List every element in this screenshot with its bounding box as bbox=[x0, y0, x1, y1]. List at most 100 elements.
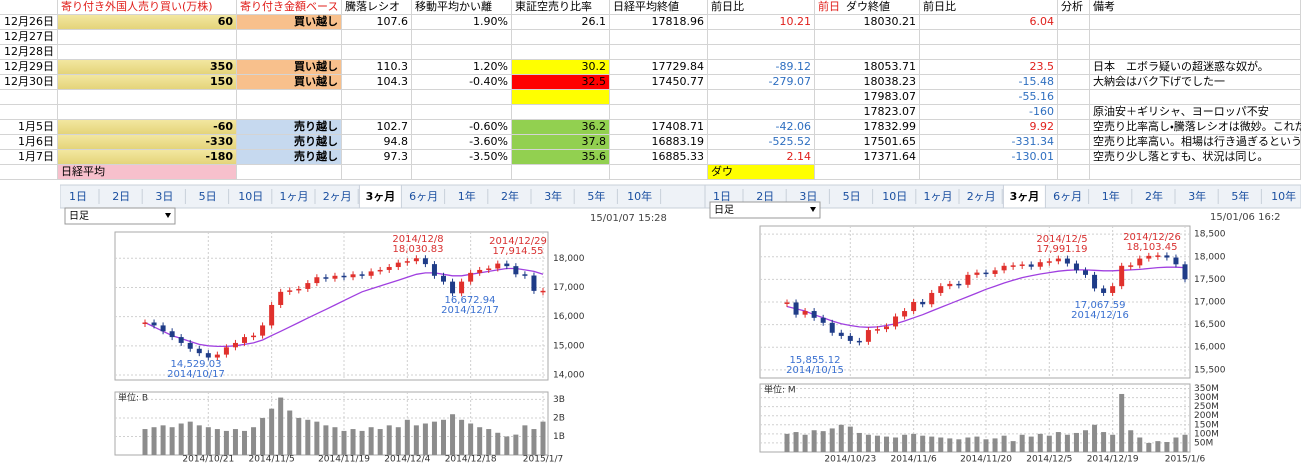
candle bbox=[260, 325, 266, 336]
candle bbox=[404, 261, 410, 263]
cell: 17371.64 bbox=[815, 150, 920, 165]
x-tick-label: 2014/12/19 bbox=[1087, 455, 1139, 463]
tab[interactable]: 6ヶ月 bbox=[409, 190, 438, 203]
cell bbox=[58, 30, 237, 45]
cell bbox=[1058, 30, 1090, 45]
cell: -15.48 bbox=[920, 75, 1058, 90]
volume-tick-label: 3B bbox=[553, 395, 565, 405]
volume-bar bbox=[784, 433, 790, 452]
tab[interactable]: 5年 bbox=[587, 189, 605, 203]
tab[interactable]: 10年 bbox=[1271, 189, 1296, 203]
cell: 1.20% bbox=[412, 60, 512, 75]
tab[interactable]: 2ヶ月 bbox=[967, 190, 996, 203]
candle bbox=[893, 316, 899, 327]
cell: -331.34 bbox=[920, 135, 1058, 150]
candle bbox=[802, 311, 808, 315]
candle bbox=[1101, 288, 1107, 293]
tab[interactable]: 1日 bbox=[69, 190, 87, 203]
cell bbox=[610, 30, 708, 45]
x-tick-label: 2014/11/19 bbox=[318, 455, 370, 463]
tab[interactable]: 2日 bbox=[112, 190, 130, 203]
annotation: 15,855.12 bbox=[790, 355, 841, 366]
tab[interactable]: 1日 bbox=[713, 190, 731, 203]
cell: 10.21 bbox=[708, 15, 815, 30]
cell bbox=[512, 30, 610, 45]
volume-bar bbox=[468, 423, 474, 455]
header-cell: 東証空売り比率 bbox=[512, 0, 610, 15]
tab[interactable]: 3日 bbox=[799, 190, 817, 203]
cell: 18030.21 bbox=[815, 15, 920, 30]
tab[interactable]: 1年 bbox=[458, 189, 476, 203]
tab[interactable]: 10日 bbox=[238, 190, 263, 203]
dropdown-box[interactable] bbox=[64, 207, 176, 225]
volume-tick-label: 2B bbox=[553, 413, 565, 423]
candle bbox=[187, 342, 193, 349]
candle bbox=[884, 326, 889, 330]
cell bbox=[1058, 45, 1090, 60]
candle bbox=[160, 325, 166, 332]
tab[interactable]: 1ヶ月 bbox=[924, 190, 953, 203]
volume-bar bbox=[820, 431, 826, 452]
dropdown-box[interactable] bbox=[709, 201, 821, 219]
candle bbox=[287, 290, 293, 292]
candle bbox=[296, 288, 302, 291]
tab[interactable]: 3年 bbox=[1188, 189, 1206, 203]
volume-bar bbox=[874, 435, 880, 452]
tab[interactable]: 3ヶ月 bbox=[1010, 190, 1040, 203]
candle bbox=[196, 348, 202, 354]
tab[interactable]: 3ヶ月 bbox=[366, 190, 396, 203]
cell bbox=[815, 165, 920, 180]
volume-bar bbox=[377, 429, 383, 455]
cell: 32.5 bbox=[512, 75, 610, 90]
header-cell: 騰落レシオ bbox=[342, 0, 412, 15]
volume-bar bbox=[1173, 437, 1179, 452]
tab[interactable]: 5日 bbox=[843, 190, 861, 203]
cell bbox=[412, 90, 512, 105]
cell: -3.50% bbox=[412, 150, 512, 165]
cell: 17983.07 bbox=[815, 90, 920, 105]
cell: 35.6 bbox=[512, 150, 610, 165]
volume-bar bbox=[1137, 437, 1143, 452]
volume-tick-label: 350M bbox=[1194, 384, 1219, 394]
tab[interactable]: 2日 bbox=[756, 190, 774, 203]
candle bbox=[314, 277, 320, 284]
cell: -55.16 bbox=[920, 90, 1058, 105]
tab[interactable]: 2年 bbox=[1145, 189, 1163, 203]
volume-unit: 単位: B bbox=[118, 392, 148, 404]
tab[interactable]: 6ヶ月 bbox=[1053, 190, 1082, 203]
tab[interactable]: 10年 bbox=[627, 189, 652, 203]
tab[interactable]: 1年 bbox=[1102, 189, 1120, 203]
tab[interactable]: 5日 bbox=[199, 190, 217, 203]
candle bbox=[920, 302, 926, 305]
cell: 17450.77 bbox=[610, 75, 708, 90]
tab[interactable]: 3年 bbox=[544, 189, 562, 203]
timestamp: 15/01/07 15:28 bbox=[590, 213, 667, 224]
volume-bar bbox=[332, 427, 338, 455]
y-tick-label: 14,000 bbox=[553, 371, 585, 381]
cell: 2.14 bbox=[708, 150, 815, 165]
candle bbox=[413, 258, 419, 262]
annotation: 17,914.55 bbox=[493, 246, 544, 257]
candle bbox=[386, 267, 392, 270]
tab[interactable]: 2ヶ月 bbox=[323, 190, 352, 203]
candle bbox=[431, 264, 437, 276]
cell: 17818.96 bbox=[610, 15, 708, 30]
cell: 買い越し bbox=[237, 60, 342, 75]
cell: 日経平均 bbox=[58, 165, 237, 180]
tab[interactable]: 1ヶ月 bbox=[280, 190, 309, 203]
x-tick-label: 2014/11/5 bbox=[249, 455, 295, 463]
tab[interactable]: 5年 bbox=[1231, 189, 1249, 203]
annotation: 17,991.19 bbox=[1037, 244, 1088, 255]
volume-bar bbox=[513, 434, 519, 455]
row-label: 1月5日 bbox=[0, 120, 58, 135]
volume-bar bbox=[187, 421, 193, 455]
volume-bar bbox=[902, 434, 908, 452]
y-tick-label: 17,000 bbox=[1194, 298, 1226, 308]
cell: 17408.71 bbox=[610, 120, 708, 135]
tab[interactable]: 3日 bbox=[155, 190, 173, 203]
tab[interactable]: 10日 bbox=[882, 190, 907, 203]
tab[interactable]: 2年 bbox=[501, 189, 519, 203]
cell: 18038.23 bbox=[815, 75, 920, 90]
